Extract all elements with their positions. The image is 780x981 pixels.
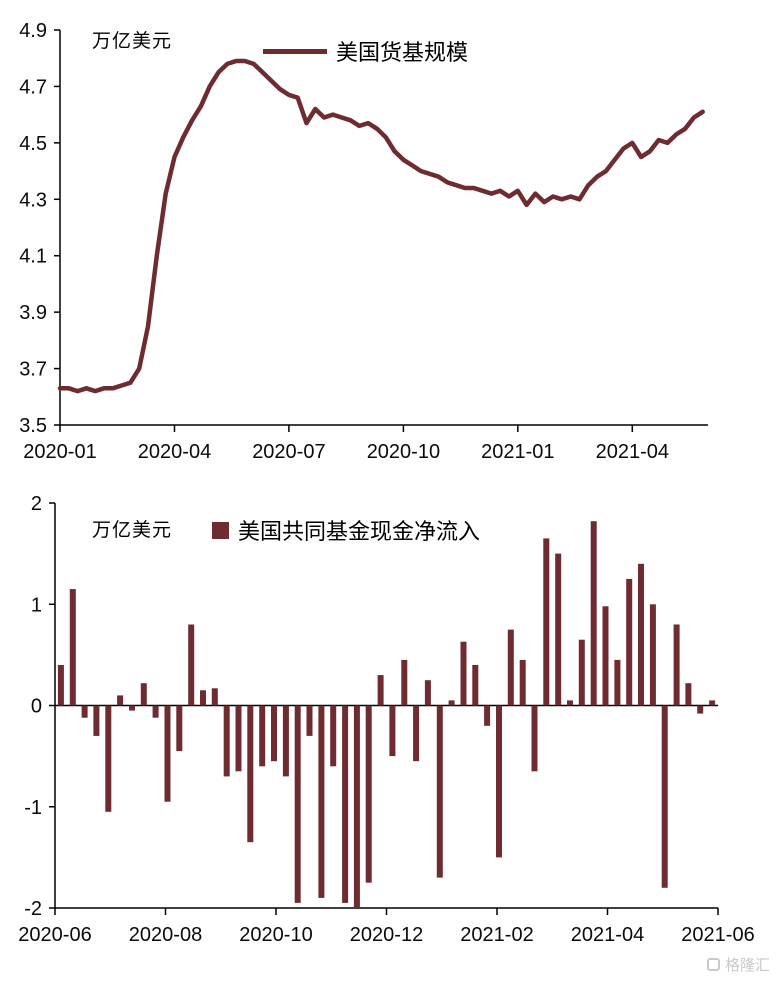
svg-text:3.7: 3.7 [19,359,47,381]
svg-text:4.1: 4.1 [19,246,47,268]
svg-text:2020-10: 2020-10 [367,441,440,463]
gelonghui-logo-icon [706,958,720,971]
svg-text:3.9: 3.9 [19,302,47,324]
svg-text:2021-04: 2021-04 [571,924,644,946]
mutual-fund-flows-chart: -2 -1 0 1 2 2020-06 2020-08 2020-10 2020-12 2021-… [0,483,780,981]
legend: 美国共同基金现金净流入 [212,514,480,546]
legend: 美国货基规模 [263,35,468,67]
svg-text:2021-04: 2021-04 [596,441,669,463]
svg-text:-2: -2 [24,898,42,920]
legend-label: 美国货基规模 [336,40,469,65]
svg-text:2021-01: 2021-01 [481,441,554,463]
legend-label: 美国共同基金现金净流入 [238,519,481,544]
svg-text:2020-01: 2020-01 [23,441,96,463]
watermark: 格隆汇 [706,954,770,975]
svg-text:2020-04: 2020-04 [138,441,211,463]
svg-text:4.5: 4.5 [19,133,47,155]
svg-text:1: 1 [31,594,42,616]
legend-square-marker-icon [212,521,229,539]
svg-text:2021-02: 2021-02 [460,924,533,946]
y-axis-unit-label: 万亿美元 [92,520,173,541]
svg-text:4.3: 4.3 [19,189,47,211]
y-axis-unit-label: 万亿美元 [92,31,173,52]
svg-text:2020-06: 2020-06 [18,924,91,946]
legend-line-marker-icon [263,48,327,54]
svg-text:2020-10: 2020-10 [239,924,312,946]
svg-text:2020-12: 2020-12 [350,924,423,946]
line-plot-svg: 3.5 3.7 3.9 4.1 4.3 4.5 4.7 4.9 2020-01 2020-04 20… [19,20,708,463]
money-fund-size-chart: 3.5 3.7 3.9 4.1 4.3 4.5 4.7 4.9 2020-01 2020-04 20… [0,0,780,478]
svg-text:4.9: 4.9 [19,20,47,42]
svg-text:0: 0 [31,696,42,718]
svg-text:3.5: 3.5 [19,415,47,437]
svg-text:2020-08: 2020-08 [129,924,202,946]
svg-text:-1: -1 [24,797,42,819]
svg-text:2020-07: 2020-07 [252,441,325,463]
watermark-text: 格隆汇 [724,957,770,974]
bar-plot-svg: -2 -1 0 1 2 2020-06 2020-08 2020-10 2020-12 2021-… [18,493,754,946]
svg-text:2021-06: 2021-06 [681,924,754,946]
svg-text:2: 2 [31,493,42,515]
svg-text:4.7: 4.7 [19,76,47,98]
